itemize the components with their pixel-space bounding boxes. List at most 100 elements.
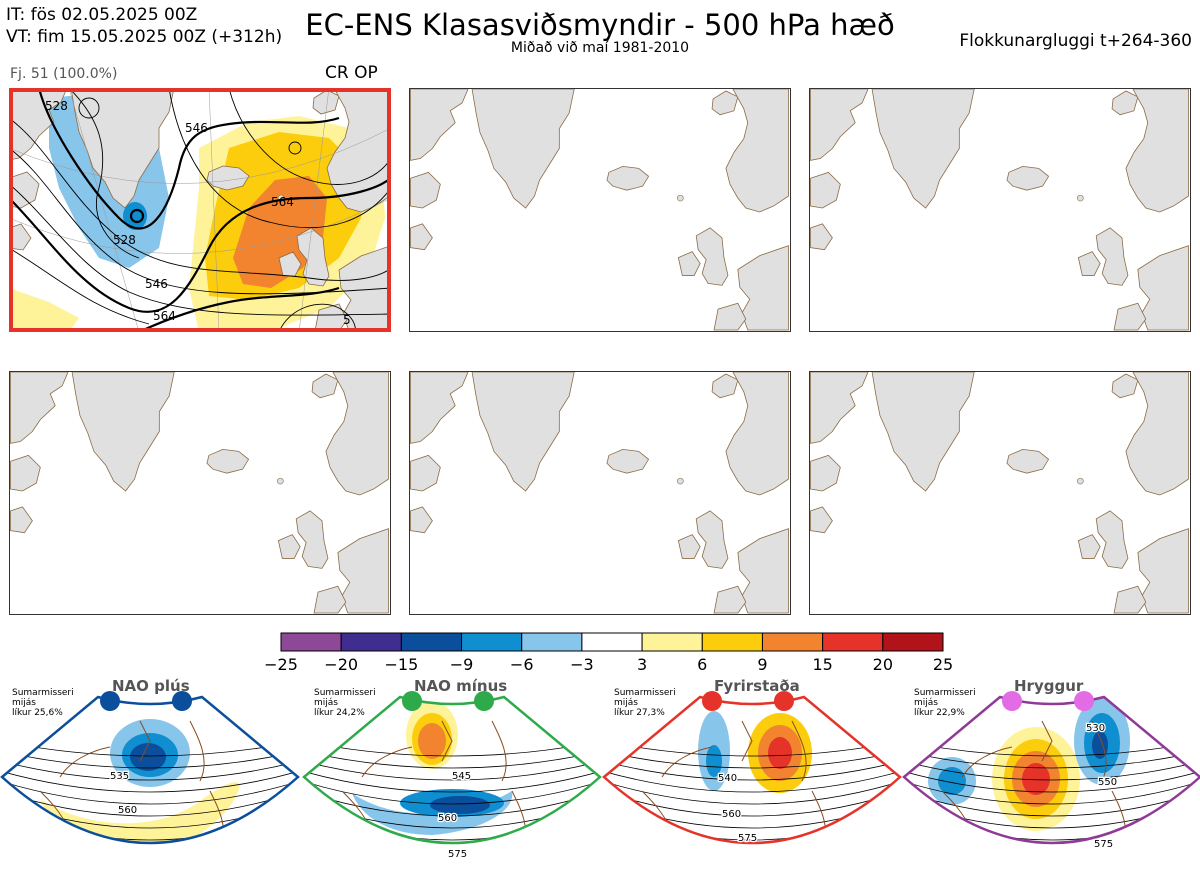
colorbar-label: −6 <box>509 655 534 674</box>
contour-label: 535 <box>110 771 129 782</box>
contour-label: 550 <box>1098 777 1117 788</box>
colorbar-label: −3 <box>570 655 594 674</box>
colorbar-label: −25 <box>264 655 298 674</box>
cluster-title: NAO mínus <box>414 677 508 695</box>
cluster-marker <box>702 691 722 711</box>
cluster-note-line: líkur 24,2% <box>314 708 365 718</box>
colorbar-label: −9 <box>449 655 474 674</box>
cluster-note-line: Sumarmisseri <box>614 688 676 698</box>
anomaly-area <box>938 767 966 795</box>
cluster-note-line: Sumarmisseri <box>12 688 74 698</box>
colorbar-label: 25 <box>932 655 954 674</box>
colorbar-swatch <box>461 632 523 652</box>
cluster-note-line: mijás <box>614 698 638 708</box>
contour-line <box>2 780 298 805</box>
contour-label: 560 <box>722 809 741 820</box>
coastline <box>39 720 225 843</box>
contour-line <box>904 790 1200 817</box>
cluster-note-line: Sumarmisseri <box>914 688 976 698</box>
cluster-title: Hryggur <box>1014 677 1084 695</box>
contour-line <box>2 750 298 769</box>
contour-line <box>604 750 900 769</box>
anomaly-area <box>1022 763 1050 795</box>
colorbar-swatch <box>400 632 463 652</box>
contour-line <box>304 790 600 817</box>
member-count: Fj. 51 (100.0%) <box>10 66 118 82</box>
contour-label: 564 <box>153 309 176 323</box>
empty-panel <box>409 88 791 332</box>
anomaly-area <box>1014 846 1046 856</box>
colorbar-label: −15 <box>384 655 419 674</box>
cluster-map: 535 560 <box>0 691 300 845</box>
cluster-map: 530 550 575 <box>902 691 1200 856</box>
contour-label: 564 <box>271 195 294 209</box>
cluster-note-line: Sumarmisseri <box>314 688 376 698</box>
contour-line <box>904 770 1200 793</box>
contour-line <box>304 780 600 805</box>
contour-label: 530 <box>1086 723 1105 734</box>
classification-window: Flokkunargluggi t+264-360 <box>959 31 1192 51</box>
anomaly-area <box>130 743 166 771</box>
cluster-map: 540 560 575 <box>602 691 902 845</box>
cluster-note-line: mijás <box>12 698 36 708</box>
contour-line <box>604 800 900 829</box>
colorbar-swatch <box>581 632 643 652</box>
colorbar-swatch <box>822 632 884 652</box>
colorbar-label: 20 <box>872 655 893 674</box>
contour-line <box>2 770 298 793</box>
colorbar-swatch <box>761 632 824 652</box>
cluster-marker <box>1074 691 1094 711</box>
colorbar-label: 3 <box>636 655 648 674</box>
cluster-note-line: mijás <box>914 698 938 708</box>
valid-time: VT: fim 15.05.2025 00Z (+312h) <box>6 27 283 47</box>
contour-label: 5 <box>343 313 351 327</box>
contour-line <box>604 760 900 781</box>
colorbar-swatch <box>280 632 342 652</box>
cluster-border <box>602 695 902 845</box>
cluster-marker <box>774 691 794 711</box>
colorbar-label: 15 <box>812 655 833 674</box>
contour-line <box>304 760 600 781</box>
contour-line <box>604 770 900 793</box>
empty-panel <box>809 371 1191 615</box>
contour-line <box>904 840 1200 843</box>
cluster-marker <box>474 691 494 711</box>
cluster-note: Sumarmisseri mijás líkur 25,6% <box>12 688 74 718</box>
contour-line <box>304 750 600 769</box>
cluster-note-line: líkur 27,3% <box>614 708 665 718</box>
contour-line <box>604 840 900 843</box>
contour-line <box>2 790 298 817</box>
colorbar-swatch <box>340 632 402 652</box>
colorbar-label: 9 <box>757 655 768 674</box>
contour-label: 545 <box>452 771 471 782</box>
contour-label: 575 <box>738 833 757 844</box>
contour-line <box>604 790 900 817</box>
coastline <box>341 720 527 843</box>
cluster-border <box>0 695 300 845</box>
coastline <box>641 720 827 843</box>
contour-line <box>904 830 1200 843</box>
ensemble-mean-map: 528 546 564 546 528 564 5 <box>9 88 391 332</box>
anomaly-area <box>40 782 240 843</box>
cluster-marker <box>402 691 422 711</box>
cluster-border <box>902 695 1200 845</box>
coastline <box>941 720 1127 843</box>
contour-label: 546 <box>185 121 208 135</box>
contour-label: 546 <box>145 277 168 291</box>
contour-label: 575 <box>1094 839 1113 850</box>
cluster-marker <box>1002 691 1022 711</box>
empty-panel <box>409 371 791 615</box>
contour-label: 575 <box>448 849 467 860</box>
anomaly-area <box>418 723 446 759</box>
contour-line <box>904 760 1200 781</box>
init-time: IT: fös 02.05.2025 00Z <box>6 5 198 25</box>
cluster-note: Sumarmisseri mijás líkur 22,9% <box>914 688 976 718</box>
contour-label: 528 <box>45 99 68 113</box>
empty-panel <box>9 371 391 615</box>
contour-line <box>904 750 1200 769</box>
cluster-title: Fyrirstaða <box>714 677 800 695</box>
contour-label: 560 <box>118 805 137 816</box>
contour-label: 560 <box>438 813 457 824</box>
contour-line <box>2 840 298 843</box>
colorbar-swatch <box>882 632 944 652</box>
